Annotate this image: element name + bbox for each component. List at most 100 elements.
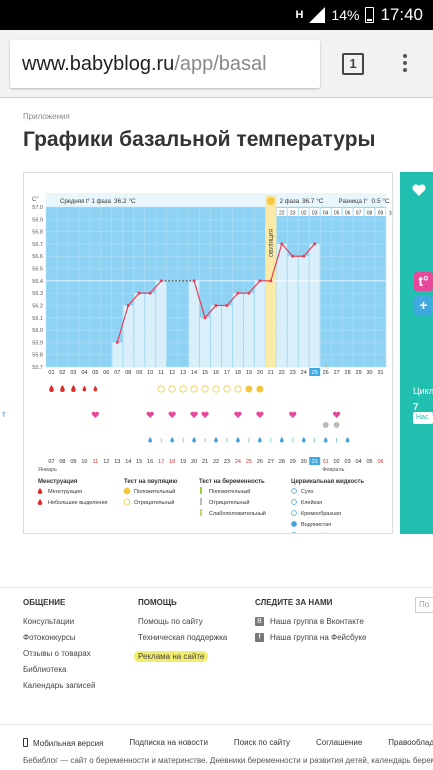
sex-heart-icon [91, 411, 99, 418]
y-unit-label: С° [32, 197, 39, 203]
temp-point [148, 291, 152, 295]
legend-fluid-icon [291, 488, 297, 494]
footer-link[interactable]: Календарь записей [23, 681, 96, 690]
calendar-date: 01 [323, 459, 329, 465]
mobile-version-link[interactable]: Мобильная версия [23, 738, 103, 748]
temp-point [291, 254, 295, 258]
x-tick-label: 04 [81, 370, 87, 376]
footer-divider [0, 724, 433, 725]
legend-fluid-icon [291, 521, 297, 527]
fluid-sticky-icon: I [226, 439, 228, 445]
top-day-label: 22 [279, 211, 285, 217]
add-icon[interactable]: + [414, 296, 433, 315]
agreement-link[interactable]: Соглашение [316, 738, 363, 747]
temp-line-segment [270, 243, 283, 282]
rightholders-link[interactable]: Правообладателям [388, 738, 433, 747]
legend-drop-icon [37, 488, 43, 494]
ovulation-negative-icon [234, 385, 242, 393]
legend-item: Отрицательный [209, 499, 250, 506]
phase1-label: Средняя t° 1 фаза [60, 199, 112, 205]
calendar-date: 19 [180, 459, 186, 465]
footer-link[interactable]: Библиотека [23, 665, 67, 674]
tab-switcher-button[interactable]: 1 [342, 53, 364, 75]
footer-link[interactable]: Техническая поддержка [138, 633, 228, 642]
footer-search-input[interactable]: По [415, 597, 433, 613]
highlighted-day-bg [309, 368, 321, 376]
vk-link[interactable]: Наша группа в Вконтакте [270, 617, 364, 626]
left-edge-link[interactable]: т [2, 410, 6, 419]
x-tick-label: 21 [268, 370, 274, 376]
x-tick-label: 28 [345, 370, 351, 376]
x-tick-label: 29 [356, 370, 362, 376]
breadcrumb[interactable]: Приложения [23, 112, 70, 121]
x-tick-label: 26 [323, 370, 329, 376]
x-tick-label: 10 [147, 370, 153, 376]
sex-heart-icon [289, 411, 297, 418]
site-search-link[interactable]: Поиск по сайту [233, 738, 290, 747]
x-tick-label: 17 [224, 370, 230, 376]
fluid-drop-icon [170, 437, 175, 443]
legend-item: Небольшие выделения [48, 500, 108, 506]
top-day-cell [375, 208, 386, 216]
browser-toolbar: www.babyblog.ru/app/basal 1 [0, 30, 433, 98]
calendar-date: 09 [70, 459, 76, 465]
overflow-menu-icon[interactable] [400, 52, 410, 76]
temp-line-segment [204, 305, 217, 319]
footer-link[interactable]: Отзывы о товарах [23, 649, 91, 658]
fluid-sticky-icon: I [314, 439, 316, 445]
calendar-date: 18 [169, 459, 175, 465]
thermometer-icon[interactable]: t° [414, 272, 433, 291]
top-day-cell [298, 208, 309, 216]
legend-title: Тест на овуляцию [124, 479, 177, 485]
calendar-date: 15 [136, 459, 142, 465]
newsletter-link[interactable]: Подписка на новости [129, 738, 208, 747]
fluid-sticky-icon: I [204, 439, 206, 445]
legend-fluid-icon [291, 532, 297, 538]
x-tick-label: 01 [48, 370, 54, 376]
legend-item: Клейкая [301, 499, 322, 506]
top-day-label: 10 [389, 211, 392, 217]
temp-column [112, 342, 123, 367]
top-day-label: 04 [323, 211, 329, 217]
temp-point [247, 291, 251, 295]
calendar-date: 03 [345, 459, 351, 465]
sex-heart-icon [146, 411, 154, 418]
temp-line-segment [193, 280, 206, 318]
calendar-date: 27 [268, 459, 274, 465]
legend-drop-icon [37, 499, 43, 505]
pill-icon [322, 422, 329, 428]
y-tick-label: 56.2 [32, 303, 43, 309]
basal-chart-frame: Средняя t° 1 фаза 36.2 °С 2 фаза 36.7 °С Раз… [23, 172, 397, 544]
x-tick-label: 12 [169, 370, 175, 376]
ad-link[interactable]: Реклама на сайте [134, 651, 209, 662]
x-tick-label: 23 [290, 370, 296, 376]
url-field[interactable]: www.babyblog.ru/app/basal [10, 40, 320, 88]
legend-fluid-icon [291, 499, 297, 505]
menstruation-drop-icon [93, 385, 98, 392]
ovulation-negative-icon [179, 385, 187, 393]
footer-col-help: ПОМОЩЬ Помощь по сайту Техническая подде… [134, 598, 228, 668]
top-day-label: 08 [367, 211, 373, 217]
month-label: Январь [38, 467, 57, 473]
footer-link[interactable]: Фотоконкурсы [23, 633, 76, 642]
fluid-sticky-icon: I [248, 439, 250, 445]
settings-button[interactable]: Нас [413, 412, 433, 424]
chart-header [46, 193, 386, 207]
temp-point [280, 242, 284, 246]
top-day-cell [353, 208, 364, 216]
facebook-link[interactable]: Наша группа на Фейсбуке [270, 633, 367, 642]
x-tick-label: 30 [366, 370, 372, 376]
footer-link[interactable]: Консультации [23, 617, 75, 626]
x-tick-label: 14 [191, 370, 197, 376]
temp-point [258, 279, 262, 283]
vk-icon: B [255, 617, 264, 626]
heart-icon[interactable] [412, 184, 426, 196]
temp-column [254, 280, 265, 367]
footer-link[interactable]: Помощь по сайту [138, 617, 203, 626]
calendar-date: 11 [92, 459, 98, 465]
calendar-date: 06 [377, 459, 383, 465]
moon-icon: ☾ [325, 362, 332, 371]
footer-col-title: ПОМОЩЬ [138, 598, 177, 607]
x-tick-label: 08 [125, 370, 131, 376]
calendar-date: 29 [290, 459, 296, 465]
